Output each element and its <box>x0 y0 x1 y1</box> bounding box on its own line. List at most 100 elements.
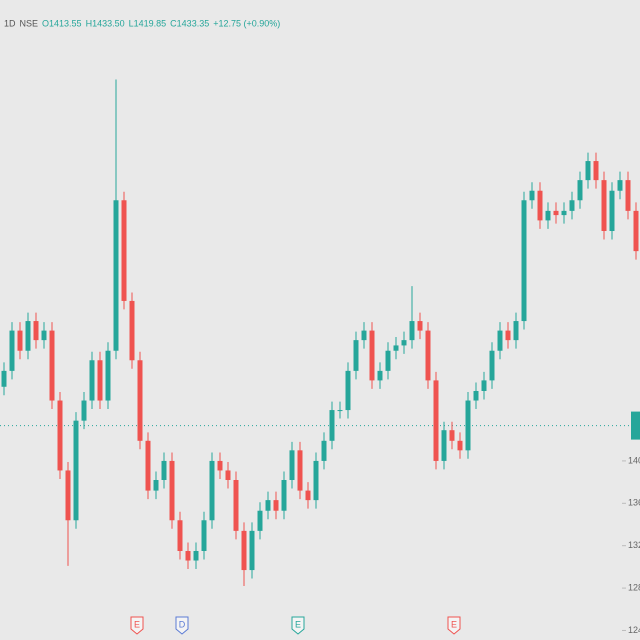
candle-body <box>129 300 135 361</box>
event-badge <box>130 616 144 635</box>
candle-body <box>329 410 335 441</box>
candle-body <box>441 430 447 461</box>
candle-body <box>609 190 615 231</box>
candle-body <box>633 210 639 252</box>
candle-body <box>313 460 319 501</box>
candle-body <box>529 190 535 201</box>
candle-body <box>193 550 199 561</box>
event-marker[interactable]: E <box>447 616 461 635</box>
event-badge <box>175 616 189 635</box>
candle-body <box>393 345 399 351</box>
candle-body <box>249 530 255 571</box>
candle-body <box>265 500 271 511</box>
candle-body <box>217 460 223 471</box>
candle-body <box>425 330 431 381</box>
event-label: E <box>295 619 301 629</box>
candle-body <box>561 210 567 216</box>
candle-body <box>433 380 439 461</box>
candle-body <box>361 330 367 341</box>
candle-body <box>17 330 23 351</box>
candle-body <box>569 200 575 211</box>
candle-body <box>201 520 207 551</box>
candle-body <box>457 440 463 451</box>
candle-body <box>177 520 183 551</box>
candle-body <box>273 500 279 511</box>
candle-body <box>225 470 231 480</box>
header-item: 1D <box>4 18 16 28</box>
y-tick-label: 1400 <box>628 455 640 465</box>
candle-body <box>73 420 79 521</box>
event-marker[interactable]: E <box>130 616 144 635</box>
candle-body <box>105 350 111 401</box>
candle-body <box>601 180 607 231</box>
candle-body <box>537 190 543 221</box>
header: 1D NSE O1413.55 H1433.50 L1419.85 C1433.35 +12… <box>4 18 280 28</box>
y-tick-label: 1320 <box>628 540 640 550</box>
y-tick-label: 1240 <box>628 625 640 635</box>
candle-body <box>409 321 415 341</box>
candle-body <box>65 470 71 521</box>
event-badge <box>291 616 305 635</box>
candle-body <box>449 430 455 441</box>
candle-body <box>489 350 495 381</box>
event-label: E <box>451 619 457 629</box>
candle-body <box>473 390 479 401</box>
event-badge <box>447 616 461 635</box>
candle-body <box>185 550 191 561</box>
header-item: C1433.35 <box>170 18 209 28</box>
event-label: E <box>134 619 140 629</box>
candle-body <box>153 480 159 491</box>
candle-body <box>577 180 583 201</box>
candle-body <box>25 321 31 351</box>
candle-body <box>417 321 423 331</box>
candle-body <box>281 480 287 511</box>
candle-body <box>353 340 359 371</box>
candle-body <box>121 200 127 301</box>
candle-body <box>337 410 343 412</box>
candle-body <box>137 360 143 441</box>
candle-body <box>465 400 471 451</box>
candle-body <box>401 340 407 346</box>
candle-body <box>97 360 103 401</box>
candle-body <box>209 460 215 521</box>
y-tick-label: 1280 <box>628 582 640 592</box>
candle-body <box>1 370 7 387</box>
candle-body <box>385 350 391 371</box>
candle-body <box>9 330 15 371</box>
candle-body <box>41 330 47 341</box>
candle-body <box>145 440 151 491</box>
candle-body <box>257 510 263 531</box>
candle-body <box>505 330 511 341</box>
candle-body <box>169 460 175 521</box>
candle-body <box>585 161 591 181</box>
candle-body <box>33 321 39 341</box>
event-marker[interactable]: D <box>175 616 189 635</box>
candle-body <box>89 360 95 401</box>
candle-body <box>113 200 119 351</box>
header-item: H1433.50 <box>86 18 125 28</box>
candle-body <box>593 161 599 181</box>
candle-body <box>81 400 87 421</box>
candle-body <box>481 380 487 391</box>
candle-body <box>625 180 631 211</box>
candle-body <box>545 210 551 221</box>
header-item: +12.75 (+0.90%) <box>213 18 280 28</box>
candle-body <box>49 330 55 401</box>
candle-body <box>289 450 295 480</box>
candle-body <box>617 180 623 191</box>
event-marker[interactable]: E <box>291 616 305 635</box>
candle-body <box>297 450 303 491</box>
candle-body <box>553 210 559 216</box>
y-tick-label: 1360 <box>628 498 640 508</box>
header-item: L1419.85 <box>129 18 167 28</box>
candle-body <box>369 330 375 381</box>
candle-body <box>377 370 383 381</box>
header-item: NSE <box>20 18 39 28</box>
candle-body <box>513 321 519 341</box>
candle-body <box>521 200 527 322</box>
candle-body <box>161 460 167 480</box>
candle-body <box>497 330 503 351</box>
event-label: D <box>179 619 186 629</box>
